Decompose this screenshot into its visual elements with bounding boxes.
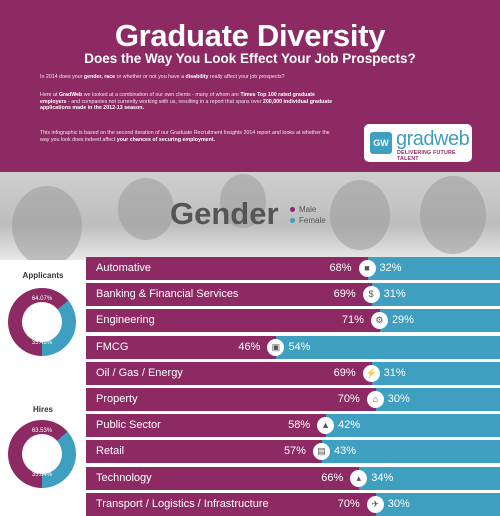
male-share-bar bbox=[86, 361, 372, 385]
male-share-bar bbox=[86, 440, 322, 464]
male-percentage: 46% bbox=[238, 340, 261, 353]
industry-label: Engineering bbox=[96, 314, 155, 327]
logo-wordmark: gradweb bbox=[396, 128, 470, 150]
male-percentage: 57% bbox=[283, 445, 306, 458]
industry-label: Oil / Gas / Energy bbox=[96, 366, 183, 379]
intro-paragraph-1: In 2014 does your gender, race or whethe… bbox=[40, 74, 285, 80]
car-icon: ■ bbox=[358, 260, 376, 277]
industry-label: Property bbox=[96, 393, 138, 405]
applicants-female-pct: 35.45% bbox=[31, 340, 53, 346]
male-dot-icon bbox=[290, 207, 295, 213]
photo-person bbox=[330, 180, 390, 250]
female-percentage: 34% bbox=[371, 471, 394, 484]
shopping-bag-icon: ▤ bbox=[312, 443, 330, 461]
male-share-bar bbox=[86, 388, 376, 411]
cart-icon: ▣ bbox=[267, 338, 285, 356]
male-percentage: 69% bbox=[333, 288, 356, 301]
male-share-bar bbox=[86, 466, 360, 490]
applicants-male-pct: 64.07% bbox=[31, 296, 53, 302]
industry-row: Oil / Gas / Energy 69% ⚡ 31% bbox=[86, 361, 500, 385]
applicants-donut: 64.07% 35.45% bbox=[8, 288, 76, 356]
male-percentage: 68% bbox=[329, 262, 352, 274]
photo-person bbox=[118, 178, 174, 240]
female-dot-icon bbox=[290, 218, 295, 224]
female-percentage: 29% bbox=[391, 314, 414, 327]
donut-hole bbox=[22, 302, 62, 342]
male-share-bar bbox=[86, 283, 372, 307]
industry-label: FMCG bbox=[96, 340, 129, 353]
hires-donut: 63.53% 35.84% bbox=[8, 420, 76, 488]
female-percentage: 43% bbox=[333, 445, 356, 458]
page-subtitle: Does the Way You Look Effect Your Job Pr… bbox=[84, 51, 416, 66]
gradweb-logo[interactable]: GW gradweb DELIVERING FUTURE TALENT bbox=[364, 124, 472, 162]
photo-person bbox=[12, 186, 82, 260]
gender-heading: Gender bbox=[170, 196, 279, 231]
donut-hole bbox=[22, 434, 62, 474]
lightning-icon: ⚡ bbox=[362, 364, 380, 382]
money-bag-icon: $ bbox=[362, 286, 380, 304]
logo-mark: GW bbox=[370, 132, 392, 154]
industry-label: Retail bbox=[96, 445, 125, 458]
industry-row: Banking & Financial Services 69% $31% bbox=[86, 283, 500, 307]
industry-row: Retail 57% ▤ 43% bbox=[86, 440, 500, 464]
industry-label: Automative bbox=[96, 262, 152, 274]
male-share-bar bbox=[86, 414, 327, 438]
hires-male-pct: 63.53% bbox=[31, 428, 53, 434]
legend-male: Male bbox=[290, 204, 326, 215]
industry-row: Technology 66% ▴ 34% bbox=[86, 466, 500, 490]
female-percentage: 31% bbox=[383, 366, 406, 379]
male-percentage: 58% bbox=[288, 419, 311, 432]
female-percentage: 42% bbox=[338, 419, 361, 432]
industry-row: FMCG 46% ▣ 54% bbox=[86, 335, 500, 359]
male-share-bar bbox=[86, 257, 368, 280]
male-percentage: 69% bbox=[333, 366, 356, 379]
plane-icon: ✈ bbox=[366, 495, 384, 513]
industry-label: Technology bbox=[96, 471, 152, 484]
page-title: Graduate Diversity bbox=[114, 18, 386, 53]
male-percentage: 71% bbox=[341, 314, 364, 327]
legend-female: Female bbox=[290, 215, 326, 226]
female-percentage: 31% bbox=[383, 288, 406, 301]
group-photo bbox=[0, 172, 500, 260]
male-share-bar bbox=[86, 335, 277, 359]
gear-icon: ⚙ bbox=[370, 312, 388, 330]
industry-row: Public Sector 58% ▲ 42% bbox=[86, 414, 500, 438]
logo-tagline: DELIVERING FUTURE TALENT bbox=[397, 150, 456, 162]
house-icon: ⌂ bbox=[366, 391, 384, 408]
industry-row: Property 70% ⌂ 30% bbox=[86, 388, 500, 411]
male-percentage: 66% bbox=[321, 471, 344, 484]
industry-label: Banking & Financial Services bbox=[96, 288, 239, 301]
photo-person bbox=[420, 176, 486, 254]
intro-paragraph-3: This infographic is based on the second … bbox=[40, 130, 330, 143]
header-banner: Graduate Diversity Does the Way You Look… bbox=[0, 0, 500, 172]
female-percentage: 32% bbox=[379, 262, 402, 274]
industry-row: Engineering 71% ⚙ 29% bbox=[86, 309, 500, 333]
applicants-label: Applicants bbox=[22, 271, 64, 280]
intro-paragraph-2: Here at GradWeb we looked at a combinati… bbox=[40, 92, 333, 112]
female-percentage: 30% bbox=[387, 393, 410, 405]
hires-label: Hires bbox=[32, 405, 53, 414]
summary-sidebar: Applicants 64.07% 35.45% Hires 63.53% 35… bbox=[0, 260, 86, 500]
gender-legend: Male Female bbox=[290, 204, 326, 226]
hires-female-pct: 35.84% bbox=[31, 472, 53, 478]
male-percentage: 70% bbox=[337, 393, 360, 405]
industry-row: Transport / Logistics / Infrastructure 70… bbox=[86, 492, 500, 516]
female-percentage: 54% bbox=[288, 340, 311, 353]
industry-label: Public Sector bbox=[96, 419, 161, 432]
rocket-icon: ▴ bbox=[350, 469, 368, 487]
industry-row: Automative 68% ■ 32% bbox=[86, 257, 500, 280]
bell-icon: ▲ bbox=[317, 417, 335, 435]
photo-person bbox=[220, 174, 266, 228]
male-share-bar bbox=[86, 309, 380, 333]
